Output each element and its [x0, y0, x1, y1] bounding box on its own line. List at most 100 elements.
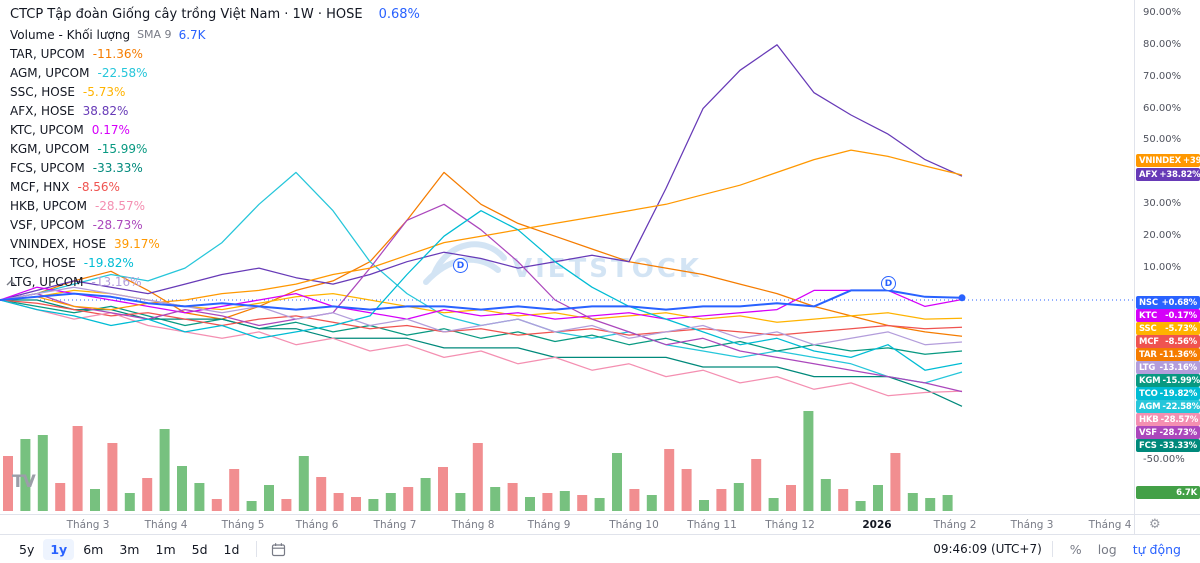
series-line-vsf[interactable]	[0, 203, 963, 393]
volume-bar	[351, 497, 361, 511]
volume-bar	[594, 498, 605, 511]
legend-item-mcf[interactable]: MCF, HNX -8.56%	[10, 177, 420, 196]
volume-bar	[803, 411, 814, 511]
calendar-icon	[272, 542, 286, 556]
price-chart-canvas[interactable]	[0, 0, 1134, 514]
series-line-kgm[interactable]	[0, 299, 963, 355]
volume-bar	[194, 483, 205, 511]
auto-scale-button[interactable]: tự động	[1126, 539, 1188, 560]
date-range-button[interactable]	[267, 540, 290, 559]
time-axis-label: Tháng 12	[765, 519, 815, 531]
price-axis-badge-mcf: MCF -8.56%	[1136, 335, 1200, 348]
legend-item-name: KGM, UPCOM	[10, 141, 90, 156]
series-line-tar[interactable]	[0, 171, 963, 337]
toolbar-divider	[256, 541, 258, 557]
volume-bar	[177, 466, 187, 511]
time-axis[interactable]: Tháng 3 Tháng 4 Tháng 5 Tháng 6 Tháng 7 Tháng…	[0, 514, 1134, 534]
dividend-marker[interactable]: D	[881, 276, 896, 291]
legend-item-kgm[interactable]: KGM, UPCOM -15.99%	[10, 139, 420, 158]
legend-item-fcs[interactable]: FCS, UPCOM -33.33%	[10, 158, 420, 177]
price-axis-badge-tco: TCO -19.82%	[1136, 387, 1200, 400]
legend-item-vnindex[interactable]: VNINDEX, HOSE 39.17%	[10, 234, 420, 253]
range-button-5y[interactable]: 5y	[12, 539, 41, 560]
volume-bar	[124, 493, 135, 511]
volume-bar	[525, 497, 535, 511]
volume-bar	[890, 453, 901, 511]
compare-legend-list: TAR, UPCOM -11.36% AGM, UPCOM -22.58% SSC, H…	[10, 44, 420, 291]
series-line-ltg[interactable]	[0, 286, 963, 346]
volume-bar	[420, 478, 431, 511]
price-axis[interactable]: 90.00% 80.00% 70.00% 60.00% 50.00% 30.00% 20.0…	[1134, 0, 1200, 514]
time-axis-label: Tháng 5	[221, 519, 265, 531]
legend-item-name: KTC, UPCOM	[10, 122, 84, 137]
legend-item-agm[interactable]: AGM, UPCOM -22.58%	[10, 63, 420, 82]
series-line-mcf[interactable]	[0, 299, 963, 336]
legend-item-afx[interactable]: AFX, HOSE 38.82%	[10, 101, 420, 120]
chart-plot-area[interactable]: VIETSTOCK CTCP Tập đoàn Giống cây trồng …	[0, 0, 1134, 514]
price-axis-badge-ltg: LTG -13.16%	[1136, 361, 1200, 374]
legend-item-change: -33.33%	[92, 160, 143, 175]
legend-item-ssc[interactable]: SSC, HOSE -5.73%	[10, 82, 420, 101]
series-line-tco[interactable]	[0, 210, 963, 371]
legend-panel: CTCP Tập đoàn Giống cây trồng Việt Nam ·…	[10, 4, 420, 291]
volume-bar	[385, 493, 396, 511]
range-button-1d[interactable]: 1d	[217, 539, 247, 560]
time-axis-label: Tháng 4	[144, 519, 188, 531]
series-line-afx[interactable]	[0, 44, 963, 301]
legend-item-name: FCS, UPCOM	[10, 160, 85, 175]
volume-bar	[942, 495, 953, 511]
legend-item-hkb[interactable]: HKB, UPCOM -28.57%	[10, 196, 420, 215]
volume-bar	[211, 499, 222, 511]
series-line-ktc[interactable]	[0, 286, 963, 320]
log-scale-button[interactable]: log	[1091, 539, 1124, 560]
legend-item-change: -22.58%	[97, 65, 148, 80]
volume-bar	[646, 495, 657, 511]
percent-scale-button[interactable]: %	[1063, 539, 1089, 560]
volume-bar	[3, 456, 13, 511]
range-button-3m[interactable]: 3m	[112, 539, 146, 560]
price-axis-badge-vnindex: VNINDEX+39.17%	[1136, 154, 1200, 167]
price-axis-label: 30.00%	[1143, 198, 1182, 209]
volume-bar	[490, 487, 501, 511]
series-line-nsc[interactable]	[0, 289, 963, 311]
legend-item-vsf[interactable]: VSF, UPCOM -28.73%	[10, 215, 420, 234]
volume-bar	[733, 483, 744, 511]
legend-item-ktc[interactable]: KTC, UPCOM 0.17%	[10, 120, 420, 139]
legend-collapse-button[interactable]	[3, 276, 19, 290]
legend-item-change: -28.73%	[92, 217, 143, 232]
volume-bar	[664, 449, 675, 511]
volume-bar	[368, 499, 379, 511]
price-axis-badge-nsc: NSC +0.68%	[1136, 296, 1200, 309]
legend-item-name: HKB, UPCOM	[10, 198, 87, 213]
chevron-up-icon	[6, 280, 16, 286]
range-button-6m[interactable]: 6m	[76, 539, 110, 560]
volume-bar	[455, 493, 466, 511]
range-button-1y[interactable]: 1y	[43, 538, 75, 560]
symbol-title-row[interactable]: CTCP Tập đoàn Giống cây trồng Việt Nam ·…	[10, 4, 420, 25]
volume-bar	[507, 483, 518, 511]
time-axis-label: Tháng 3	[66, 519, 110, 531]
volume-label: Volume - Khối lượng	[10, 27, 131, 42]
legend-item-change: -11.36%	[92, 46, 143, 61]
legend-item-tar[interactable]: TAR, UPCOM -11.36%	[10, 44, 420, 63]
price-axis-label: 10.00%	[1143, 262, 1182, 273]
volume-bar	[612, 453, 622, 511]
legend-item-change: -13.16%	[91, 274, 142, 289]
range-button-1m[interactable]: 1m	[149, 539, 183, 560]
series-line-fcs[interactable]	[0, 299, 963, 407]
volume-legend-row[interactable]: Volume - Khối lượng SMA 9 6.7K	[10, 25, 420, 44]
series-line-hkb[interactable]	[0, 299, 963, 397]
volume-bar	[438, 467, 448, 511]
tradingview-logo[interactable]: TV	[12, 472, 36, 492]
volume-bar	[855, 501, 866, 511]
volume-bar	[542, 493, 553, 511]
axis-settings-icon[interactable]: ⚙	[1149, 517, 1161, 532]
legend-item-ltg[interactable]: LTG, UPCOM -13.16%	[10, 272, 420, 291]
clock-time[interactable]: 09:46:09 (UTC+7)	[933, 542, 1042, 556]
dividend-marker[interactable]: D	[453, 258, 468, 273]
legend-item-tco[interactable]: TCO, HOSE -19.82%	[10, 253, 420, 272]
range-button-5d[interactable]: 5d	[185, 539, 215, 560]
volume-bar	[281, 499, 292, 511]
axis-corner: ⚙	[1134, 514, 1200, 534]
price-axis-badge-tar: TAR -11.36%	[1136, 348, 1200, 361]
